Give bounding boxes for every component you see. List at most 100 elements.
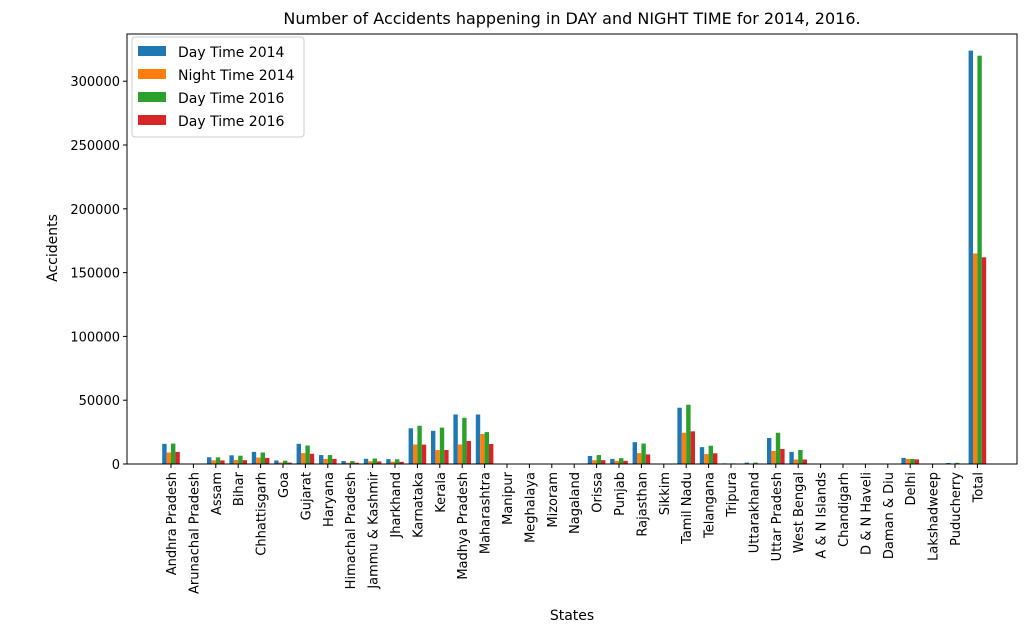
bar: [229, 455, 234, 464]
bar: [587, 455, 593, 464]
bar: [215, 457, 221, 464]
bar: [901, 457, 906, 464]
bar: [301, 453, 306, 464]
bar: [162, 443, 167, 464]
x-tick-label: Telangana: [703, 472, 718, 539]
bar: [910, 458, 915, 464]
x-tick-label: Jharkhand: [389, 472, 404, 539]
bar: [238, 455, 243, 464]
axes-frame: [126, 33, 1018, 465]
bar: [708, 445, 713, 464]
bar: [767, 437, 772, 464]
legend-entry: Day Time 2014: [178, 45, 285, 61]
x-tick-label: Sikkim: [658, 472, 673, 515]
bar: [699, 447, 705, 464]
x-tick-label: Goa: [277, 472, 292, 498]
bar: [211, 460, 216, 464]
bar: [341, 461, 346, 464]
bar: [296, 443, 301, 464]
x-tick-label: Puducherry: [949, 472, 964, 546]
bar: [614, 460, 619, 464]
bar: [681, 432, 687, 464]
bar: [327, 455, 333, 464]
y-tick-label: 100000: [70, 330, 120, 345]
bar: [444, 449, 449, 464]
x-tick-label: Delhi: [904, 472, 919, 505]
bar: [256, 457, 261, 464]
legend-entry: Day Time 2016: [178, 114, 285, 130]
bar: [632, 442, 637, 464]
bar: [368, 461, 373, 464]
x-tick-label: Daman & Diu: [882, 472, 897, 559]
x-tick-label: Kerala: [434, 472, 449, 513]
bar: [323, 458, 328, 464]
x-tick-label: Madhya Pradesh: [456, 472, 471, 580]
bar: [413, 444, 418, 464]
bar: [386, 459, 391, 464]
y-tick-label: 300000: [70, 75, 120, 90]
bar: [283, 460, 288, 464]
x-tick-label: Punjab: [613, 472, 628, 516]
x-tick-label: D & N Haveli: [859, 472, 874, 555]
bar: [802, 459, 807, 464]
bar: [175, 451, 180, 464]
bar: [319, 455, 324, 464]
bar: [704, 454, 709, 464]
bar: [771, 450, 776, 464]
bar: [793, 459, 799, 464]
bar: [596, 455, 601, 464]
bar: [287, 462, 292, 464]
x-tick-label: Arunachal Pradesh: [187, 472, 202, 594]
bar: [408, 428, 413, 464]
bar: [207, 457, 212, 464]
x-tick-label: Karnataka: [411, 472, 426, 538]
bar: [489, 443, 494, 464]
x-tick-label: Nagaland: [568, 472, 583, 534]
bar: [641, 443, 646, 464]
bar: [332, 458, 337, 464]
bar: [220, 460, 225, 464]
bar: [466, 441, 471, 464]
bar: [946, 462, 951, 464]
bar: [610, 458, 615, 464]
x-tick-label: Himachal Pradesh: [344, 472, 359, 589]
x-tick-label: Tripura: [725, 472, 740, 518]
bar: [798, 449, 803, 464]
bar: [399, 461, 404, 464]
bar: [480, 434, 485, 464]
x-tick-label: Mizoram: [546, 472, 561, 528]
bar: [977, 55, 982, 464]
bar: [592, 460, 597, 464]
bar: [690, 431, 695, 464]
legend-swatch: [138, 69, 166, 79]
bar: [601, 460, 606, 464]
x-tick-label: Manipur: [501, 471, 516, 525]
x-tick-label: Total: [971, 472, 986, 503]
y-axis-label: Accidents: [45, 214, 61, 282]
bar: [166, 452, 171, 464]
bar: [350, 461, 355, 464]
x-tick-label: Uttar Pradesh: [770, 472, 785, 561]
x-axis-label: States: [550, 608, 594, 624]
x-tick-label: Assam: [210, 472, 225, 515]
bar: [395, 459, 400, 464]
y-tick-label: 250000: [70, 139, 120, 154]
bar: [462, 417, 467, 464]
x-tick-label: Meghalaya: [523, 472, 538, 543]
x-tick-label: Andhra Pradesh: [165, 472, 180, 575]
bar: [265, 457, 270, 464]
legend-entry: Day Time 2016: [178, 91, 285, 107]
bar: [619, 458, 624, 464]
bar: [305, 445, 310, 464]
bar: [251, 451, 257, 464]
bar: [377, 461, 382, 464]
x-tick-label: Tamil Nadu: [680, 472, 695, 545]
bar: [789, 451, 794, 464]
legend-swatch: [138, 46, 166, 56]
bar: [274, 460, 279, 464]
bar: [905, 458, 911, 464]
bar: [390, 461, 395, 464]
y-tick-label: 50000: [79, 394, 120, 409]
bar: [623, 460, 628, 464]
